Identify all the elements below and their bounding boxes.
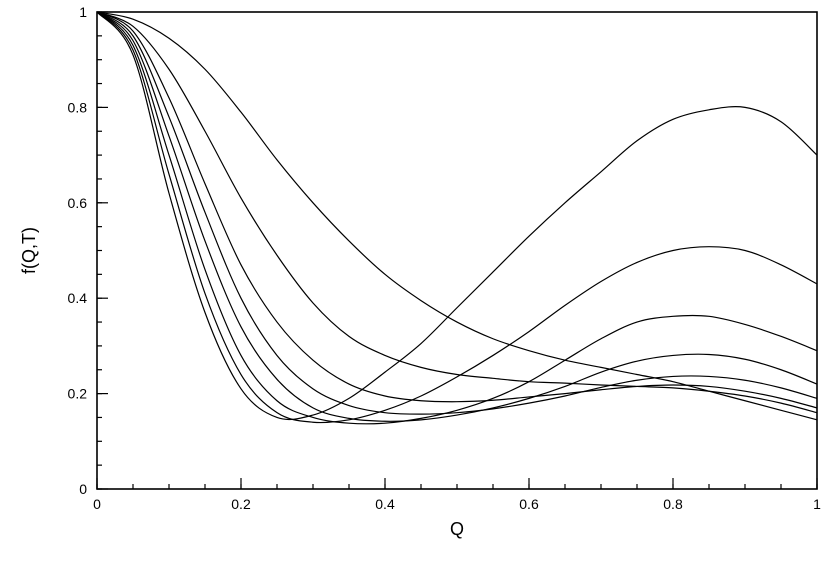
y-tick-label: 0.8 [68,99,88,115]
x-tick-label: 0.2 [231,496,251,512]
x-tick-label: 0.4 [375,496,395,512]
series-line-2 [96,11,818,414]
x-tick-label: 1 [813,496,821,512]
series-line-3 [96,11,818,409]
y-tick-label: 0.6 [68,195,88,211]
y-tick-label: 1 [79,4,87,20]
plot-frame [96,11,818,490]
ticks-layer: 0 0.2 0.4 0.6 0.8 1 0 0.2 0.4 0.6 0.8 1 [68,4,822,512]
series-line-8 [96,11,818,421]
series-line-6 [96,11,818,425]
x-axis-title: Q [450,519,464,539]
series-line-4 [96,11,818,415]
y-axis-title: f(Q,T) [19,227,39,274]
series-layer [96,11,818,425]
y-tick-label: 0.2 [68,386,88,402]
x-tick-label: 0.6 [519,496,539,512]
y-tick-label: 0 [79,481,87,497]
series-line-7 [96,11,818,424]
x-tick-label: 0 [93,496,101,512]
series-line-5 [96,11,818,422]
series-line-1 [96,11,818,421]
x-tick-label: 0.8 [663,496,683,512]
y-tick-label: 0.4 [68,290,88,306]
